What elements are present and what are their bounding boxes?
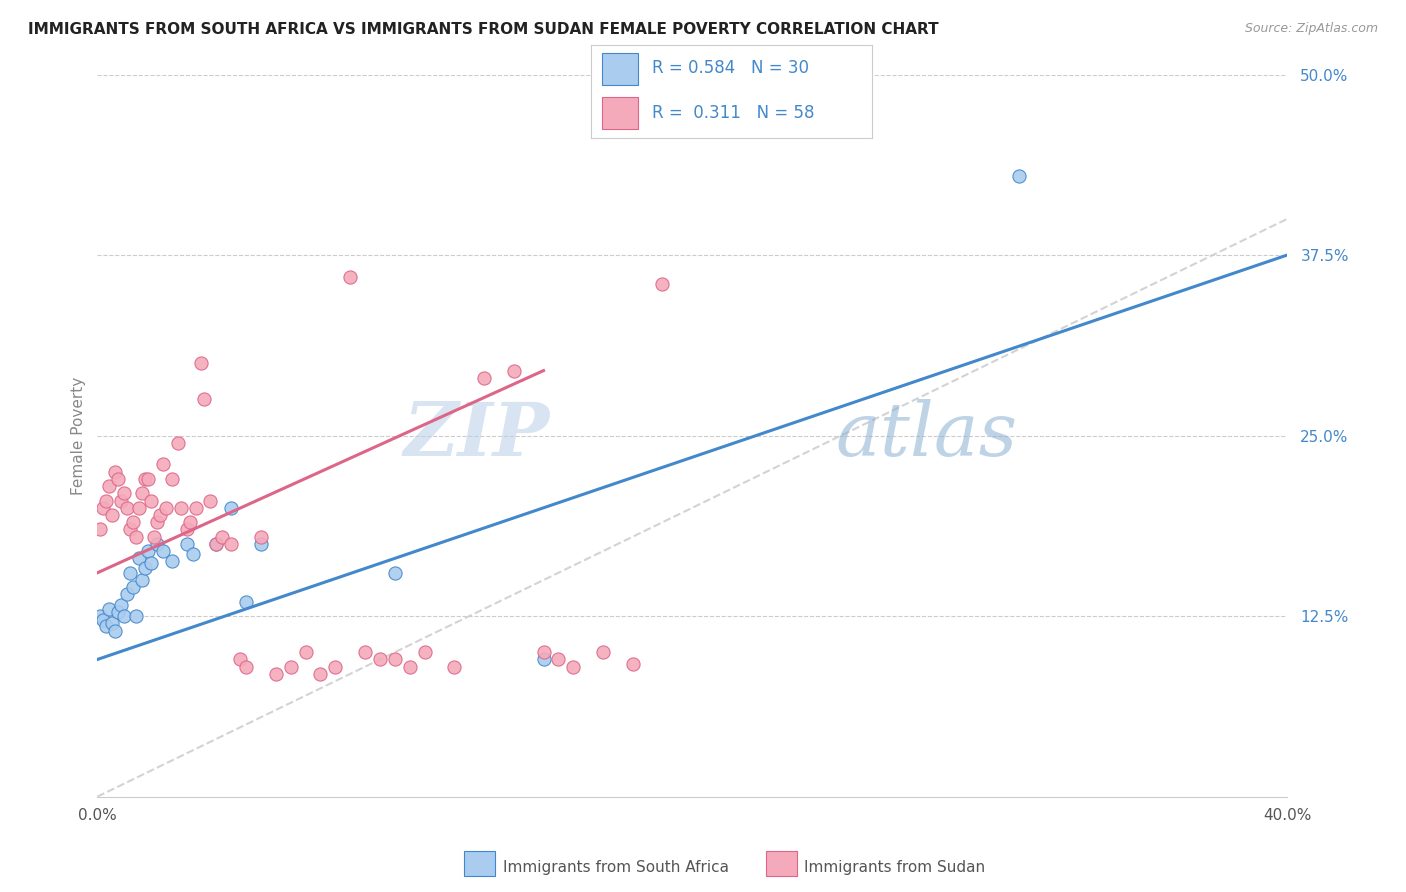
Point xyxy=(413,645,436,659)
Point xyxy=(179,515,201,529)
Point xyxy=(91,614,114,628)
Point xyxy=(120,566,142,580)
Point xyxy=(229,652,252,666)
Point xyxy=(136,544,159,558)
Point xyxy=(205,537,228,551)
Point xyxy=(160,472,183,486)
Point xyxy=(96,619,118,633)
Point xyxy=(136,472,159,486)
Point xyxy=(592,645,614,659)
Point xyxy=(115,500,138,515)
Point xyxy=(323,659,346,673)
Point xyxy=(250,530,273,544)
Text: Immigrants from Sudan: Immigrants from Sudan xyxy=(804,860,986,874)
Point xyxy=(89,609,111,624)
Point xyxy=(107,472,129,486)
Point xyxy=(152,458,174,472)
Point xyxy=(562,659,585,673)
Point xyxy=(166,435,188,450)
Point xyxy=(139,556,162,570)
Point xyxy=(200,493,222,508)
Text: Immigrants from South Africa: Immigrants from South Africa xyxy=(503,860,730,874)
Text: atlas: atlas xyxy=(835,400,1017,472)
Point xyxy=(134,561,156,575)
Point xyxy=(443,659,465,673)
Point xyxy=(309,667,332,681)
Point xyxy=(125,609,148,624)
Point xyxy=(176,523,198,537)
Point xyxy=(122,515,145,529)
Point xyxy=(110,493,132,508)
Point xyxy=(131,486,153,500)
Bar xyxy=(602,53,638,85)
Point xyxy=(91,500,114,515)
Point xyxy=(651,277,673,291)
Point xyxy=(219,537,242,551)
Point xyxy=(89,523,111,537)
Point xyxy=(101,616,124,631)
Point xyxy=(122,580,145,594)
Point xyxy=(219,500,242,515)
Point xyxy=(205,537,228,551)
Point xyxy=(112,486,135,500)
Point xyxy=(502,363,524,377)
Point xyxy=(384,652,406,666)
Text: Source: ZipAtlas.com: Source: ZipAtlas.com xyxy=(1244,22,1378,36)
Point xyxy=(98,602,121,616)
Point xyxy=(115,587,138,601)
Point xyxy=(104,624,127,638)
Point xyxy=(149,508,172,522)
Point xyxy=(142,530,165,544)
Bar xyxy=(602,97,638,129)
Point xyxy=(250,537,273,551)
Point xyxy=(128,500,150,515)
Point xyxy=(155,500,177,515)
Point xyxy=(139,493,162,508)
Point xyxy=(193,392,215,407)
Point xyxy=(146,537,169,551)
Point xyxy=(1008,169,1031,183)
Point xyxy=(125,530,148,544)
Point xyxy=(547,652,569,666)
Point xyxy=(176,537,198,551)
Point xyxy=(96,493,118,508)
Point xyxy=(190,356,212,370)
Point xyxy=(160,554,183,568)
Point xyxy=(184,500,207,515)
Point xyxy=(368,652,391,666)
Point xyxy=(211,530,233,544)
Point xyxy=(354,645,377,659)
Point xyxy=(120,523,142,537)
Point xyxy=(101,508,124,522)
Text: ZIP: ZIP xyxy=(404,400,550,472)
Point xyxy=(280,659,302,673)
Point xyxy=(384,566,406,580)
Point xyxy=(533,652,555,666)
Point xyxy=(235,659,257,673)
Point xyxy=(134,472,156,486)
Text: R = 0.584   N = 30: R = 0.584 N = 30 xyxy=(652,60,810,78)
Text: R =  0.311   N = 58: R = 0.311 N = 58 xyxy=(652,103,815,121)
Point xyxy=(98,479,121,493)
Point xyxy=(146,515,169,529)
Point xyxy=(181,547,204,561)
Point xyxy=(169,500,191,515)
Point xyxy=(110,598,132,612)
Point xyxy=(128,551,150,566)
Point xyxy=(152,544,174,558)
Point xyxy=(621,657,644,671)
Point xyxy=(264,667,287,681)
Point xyxy=(112,609,135,624)
Point xyxy=(107,605,129,619)
Y-axis label: Female Poverty: Female Poverty xyxy=(72,376,86,495)
Point xyxy=(339,269,361,284)
Point xyxy=(398,659,420,673)
Text: IMMIGRANTS FROM SOUTH AFRICA VS IMMIGRANTS FROM SUDAN FEMALE POVERTY CORRELATION: IMMIGRANTS FROM SOUTH AFRICA VS IMMIGRAN… xyxy=(28,22,939,37)
Point xyxy=(104,465,127,479)
Point xyxy=(294,645,316,659)
Point xyxy=(235,595,257,609)
Point xyxy=(472,371,495,385)
Point xyxy=(131,573,153,587)
Point xyxy=(533,645,555,659)
